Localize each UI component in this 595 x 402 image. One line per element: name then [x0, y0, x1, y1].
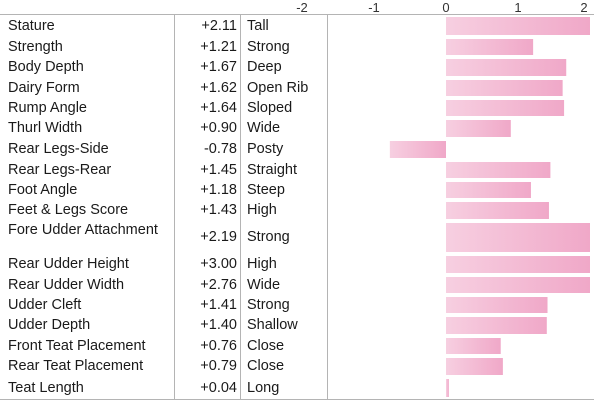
x-tick-label: 2 [580, 0, 587, 15]
trait-descriptor: Strong [247, 229, 290, 245]
trait-bar [446, 120, 511, 137]
trait-name: Teat Length [8, 379, 84, 396]
trait-value: +1.67 [200, 59, 237, 75]
trait-name: Udder Depth [8, 317, 91, 333]
trait-descriptor: Close [247, 337, 285, 354]
trait-descriptor: Posty [247, 141, 284, 157]
trait-value: +3.00 [200, 256, 237, 272]
trait-name: Thurl Width [8, 120, 83, 136]
trait-bar [446, 182, 531, 198]
trait-name: Udder Cleft [8, 296, 82, 313]
trait-value: +0.04 [200, 379, 237, 396]
trait-bar [446, 338, 501, 354]
trait-value: +0.79 [200, 358, 237, 374]
trait-value: +1.62 [200, 79, 237, 96]
trait-descriptor: High [247, 256, 277, 272]
bars [389, 17, 590, 397]
trait-name: Dairy Form [8, 79, 80, 96]
trait-descriptor: Steep [247, 181, 285, 198]
trait-descriptor: Strong [247, 296, 290, 313]
trait-value: -0.78 [203, 141, 237, 157]
column-divider-2 [240, 15, 241, 399]
trait-value: +1.41 [200, 296, 237, 313]
trait-value: +1.45 [200, 161, 237, 178]
trait-value: +2.76 [200, 276, 237, 293]
trait-descriptor: Deep [247, 59, 282, 75]
trait-value: +0.76 [200, 337, 237, 354]
column-divider-3 [327, 15, 328, 399]
trait-value: +1.21 [200, 38, 237, 55]
trait-bar [446, 317, 547, 334]
trait-name: Rear Legs-Rear [8, 161, 112, 178]
trait-value: +1.18 [200, 181, 237, 198]
trait-descriptor: Wide [247, 276, 281, 293]
trait-descriptor: Tall [247, 17, 269, 34]
trait-descriptor: Straight [247, 161, 297, 178]
trait-value: +0.90 [200, 120, 237, 136]
trait-name: Rump Angle [8, 99, 87, 116]
trait-value: +1.43 [200, 202, 237, 218]
trait-name: Strength [8, 38, 63, 55]
trait-bar [446, 202, 549, 219]
trait-bar [446, 379, 449, 397]
trait-bar [446, 80, 563, 96]
trait-name: Rear Legs-Side [8, 141, 109, 157]
trait-bar [446, 358, 503, 375]
top-rule [0, 14, 594, 15]
trait-bar [446, 256, 590, 273]
trait-descriptor: Shallow [247, 317, 298, 333]
trait-bar [446, 223, 590, 252]
x-tick-label: -1 [368, 0, 380, 15]
trait-value: +1.40 [200, 317, 237, 333]
trait-descriptor: Sloped [247, 99, 293, 116]
trait-value: +1.64 [200, 99, 237, 116]
trait-bar [446, 277, 590, 293]
trait-name: Rear Udder Width [8, 276, 125, 293]
x-tick-label: 0 [442, 0, 449, 15]
trait-name: Body Depth [8, 59, 84, 75]
trait-value: +2.11 [201, 17, 237, 34]
trait-name: Rear Udder Height [8, 256, 129, 272]
trait-bar [446, 162, 551, 178]
trait-descriptor: Long [247, 379, 280, 396]
trait-name: Stature [8, 17, 55, 34]
column-divider-1 [174, 15, 175, 399]
x-tick-label: 1 [514, 0, 521, 15]
trait-name: Front Teat Placement [8, 337, 146, 354]
trait-bar [446, 100, 565, 116]
trait-descriptor: Open Rib [247, 79, 309, 96]
trait-descriptor: Close [247, 358, 285, 374]
trait-bar [389, 141, 446, 158]
trait-name: Feet & Legs Score [8, 202, 129, 218]
trait-name: Fore Udder Attachment [8, 222, 158, 238]
trait-bar [446, 297, 548, 313]
trait-value: +2.19 [200, 229, 237, 245]
trait-descriptor: Strong [247, 38, 290, 55]
trait-bar [446, 17, 590, 35]
trait-descriptor: Wide [247, 120, 281, 136]
x-tick-label: -2 [296, 0, 308, 15]
trait-bar [446, 59, 567, 76]
bottom-rule [0, 399, 594, 400]
trait-name: Foot Angle [8, 181, 78, 198]
trait-bar [446, 39, 534, 55]
trait-descriptor: High [247, 202, 277, 218]
trait-name: Rear Teat Placement [8, 358, 144, 374]
x-axis-ticks: -2 -1 0 1 2 [296, 0, 587, 15]
